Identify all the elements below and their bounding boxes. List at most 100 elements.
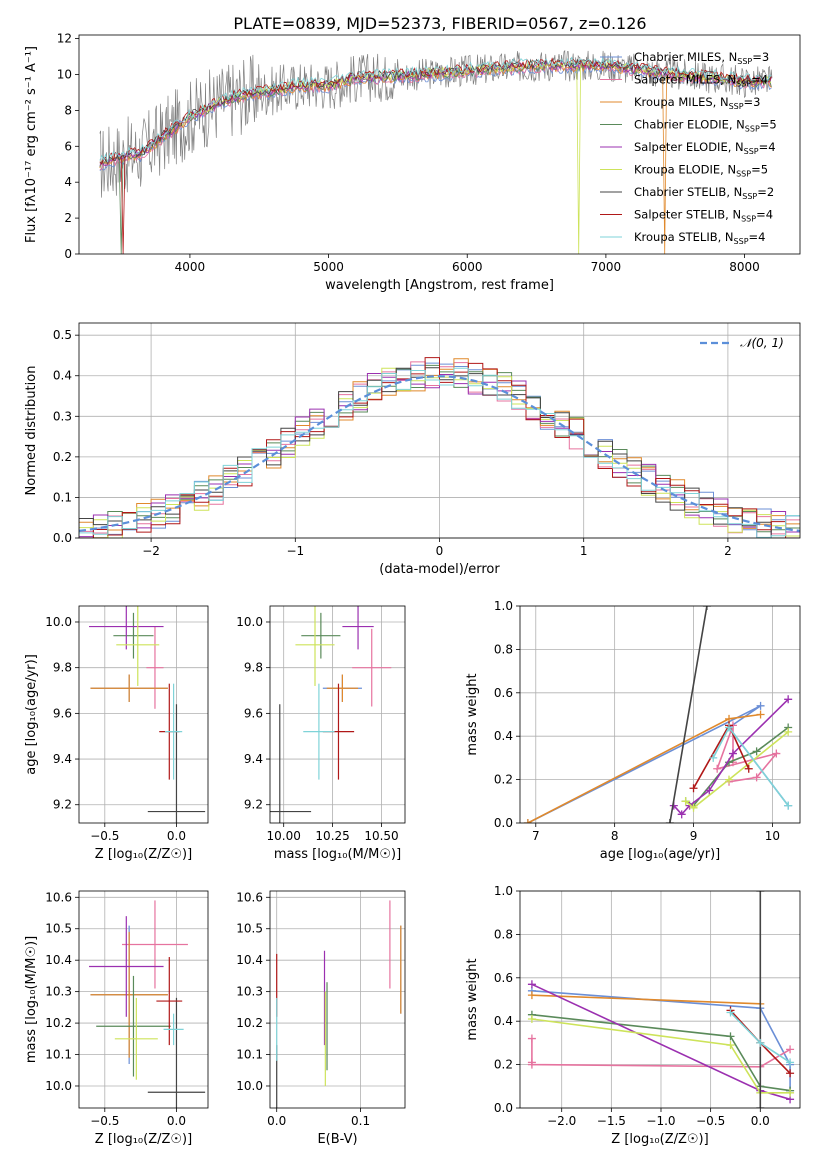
- axes-frame: [269, 890, 406, 1109]
- y-tick-label: 0.4: [494, 729, 513, 743]
- error-bar-point: [89, 916, 164, 1017]
- y-tick-label: 9.4: [53, 752, 72, 766]
- axes-frame: [78, 322, 801, 539]
- y-axis-label: Normed distribution: [24, 366, 39, 496]
- y-tick-label: 10.0: [45, 615, 72, 629]
- mass-weight-series: [673, 698, 789, 816]
- series-marker: [725, 723, 734, 732]
- x-axis-label: age [log₁₀(age/yr)]: [600, 847, 721, 862]
- y-tick-label: 10.4: [236, 953, 263, 967]
- y-tick-label: 0.0: [494, 1101, 513, 1115]
- series-marker: [681, 797, 690, 806]
- y-tick-label: 10.3: [236, 985, 263, 999]
- legend-entry: Salpeter STELIB, NSSP=4: [634, 208, 773, 224]
- y-axis-label: age [log₁₀(age/yr)]: [24, 654, 39, 775]
- x-axis-label: Z [log₁₀(Z/Z☉)]: [611, 1132, 708, 1147]
- x-tick-label: −0.5: [696, 1114, 725, 1128]
- y-axis-label: mass [log₁₀(M/M☉)]: [24, 936, 39, 1063]
- legend-entry: 𝒩(0, 1): [740, 336, 784, 350]
- y-tick-label: 9.6: [244, 706, 263, 720]
- model-spectrum: [99, 56, 772, 163]
- x-axis-label: Z [log₁₀(Z/Z☉)]: [95, 847, 192, 862]
- error-bar-point: [122, 900, 188, 989]
- x-axis-label: Z [log₁₀(Z/Z☉)]: [95, 1132, 192, 1147]
- series-marker: [527, 1015, 536, 1024]
- series-marker: [705, 786, 714, 795]
- y-tick-label: 0.0: [494, 816, 513, 830]
- x-tick-label: −1: [286, 544, 304, 558]
- legend-entry: Chabrier MILES, NSSP=3: [634, 50, 769, 66]
- series-marker: [709, 753, 718, 762]
- x-axis-label: (data-model)/error: [379, 562, 500, 577]
- error-bar-point: [114, 997, 158, 1080]
- mass-weight-series: [685, 731, 789, 809]
- y-tick-label: 10.6: [45, 890, 72, 904]
- y-tick-label: 0.8: [494, 642, 513, 656]
- y-tick-label: 10.2: [236, 1016, 263, 1030]
- y-tick-label: 10.6: [236, 890, 263, 904]
- plot-area: [527, 891, 795, 1108]
- x-tick-label: 10: [765, 829, 780, 843]
- x-tick-label: 7: [532, 829, 540, 843]
- x-tick-label: 5000: [313, 260, 344, 274]
- y-tick-label: 10.5: [45, 922, 72, 936]
- y-tick-label: 10.0: [236, 1079, 263, 1093]
- axes-frame: [78, 605, 209, 824]
- series-marker: [689, 803, 698, 812]
- panel-age-vs-mass: 10.00 10.25 10.50 9.2 9.4 9.6 9.8 10.0 mass [log…: [236, 605, 406, 862]
- plot-area: [276, 900, 402, 1108]
- x-tick-label: 8: [611, 829, 619, 843]
- plot-area: [99, 49, 773, 254]
- x-tick-label: 1: [580, 544, 588, 558]
- series-marker: [527, 991, 536, 1000]
- series-marker: [756, 891, 765, 895]
- series-marker: [784, 695, 793, 704]
- y-tick-label: 9.2: [244, 798, 263, 812]
- series-marker: [677, 810, 686, 819]
- x-tick-label: 8000: [729, 260, 760, 274]
- x-tick-label: 0.1: [351, 1114, 370, 1128]
- plot-area: [79, 357, 800, 538]
- series-marker: [713, 764, 722, 773]
- error-bar-point: [90, 931, 168, 1058]
- series-marker: [527, 980, 536, 989]
- y-tick-label: 0: [64, 247, 72, 261]
- y-tick-label: 9.8: [244, 661, 263, 675]
- figure-title: PLATE=0839, MJD=52373, FIBERID=0567, z=0…: [233, 14, 646, 33]
- mass-weight-series: [531, 994, 761, 1005]
- plot-area: [270, 606, 392, 823]
- error-bar-point: [113, 612, 154, 659]
- y-tick-label: 10.3: [45, 985, 72, 999]
- series-marker: [728, 749, 737, 758]
- error-bar-point: [326, 674, 359, 702]
- series-marker: [756, 701, 765, 710]
- series-marker: [527, 1034, 536, 1043]
- y-tick-label: 9.4: [244, 752, 263, 766]
- y-tick-label: 0.8: [494, 927, 513, 941]
- y-tick-label: 9.2: [53, 798, 72, 812]
- axes-frame: [519, 605, 801, 824]
- legend-entry: Salpeter ELODIE, NSSP=4: [634, 140, 776, 156]
- error-bar-point: [270, 704, 312, 823]
- x-tick-label: 4000: [175, 260, 206, 274]
- x-tick-label: 6000: [452, 260, 483, 274]
- y-tick-label: 10: [57, 67, 72, 81]
- y-axis-label: mass weight: [465, 958, 480, 1040]
- x-tick-label: 10.00: [267, 829, 301, 843]
- y-tick-label: 0.0: [53, 531, 72, 545]
- y-tick-label: 0.6: [494, 971, 513, 985]
- series-marker: [756, 1038, 765, 1047]
- error-bar-point: [90, 674, 168, 702]
- error-bar-point: [163, 1013, 184, 1046]
- series-marker: [726, 1041, 735, 1050]
- series-marker: [772, 749, 781, 758]
- series-marker: [756, 1104, 765, 1108]
- y-tick-label: 6: [64, 139, 72, 153]
- y-tick-label: 0.1: [53, 490, 72, 504]
- legend-entry: Salpeter MILES, NSSP=4: [634, 73, 768, 89]
- y-tick-label: 10.0: [236, 615, 263, 629]
- x-tick-label: 0.0: [167, 829, 186, 843]
- x-tick-label: 0.0: [267, 1114, 286, 1128]
- series-marker: [752, 747, 761, 756]
- plot-area: [89, 900, 206, 1108]
